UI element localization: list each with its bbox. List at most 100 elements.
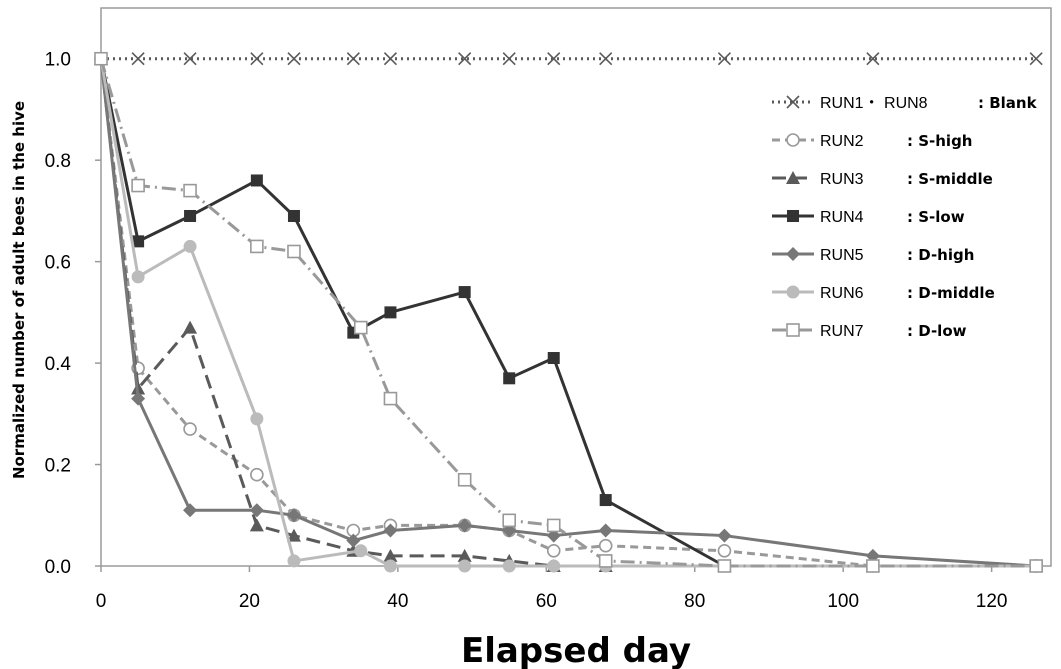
data-point-x (502, 52, 516, 66)
y-tick-label: 1.0 (45, 50, 71, 71)
series-line (99, 58, 1037, 568)
data-point-circle (458, 559, 472, 573)
legend-item: RUN2: S-high (772, 132, 973, 150)
data-point-open-square (183, 183, 197, 198)
data-point-open-circle (598, 538, 613, 553)
data-point-square (787, 210, 799, 222)
data-point-diamond (249, 503, 264, 518)
data-point-triangle (183, 320, 198, 334)
data-point-open-circle (250, 467, 264, 482)
legend-condition: : S-middle (907, 170, 993, 188)
data-point-x-stroke (1029, 52, 1043, 66)
legend-series-name: RUN5 (820, 247, 864, 264)
legend-item: RUN6 : D-middle (772, 284, 995, 302)
data-point-x-stroke (183, 52, 197, 66)
data-point-x (250, 52, 264, 66)
legend-condition: : D-low (907, 322, 967, 340)
x-axis-label: Elapsed day (461, 631, 691, 669)
legend-series-name: RUN7 (820, 323, 864, 340)
x-tick-label: 20 (239, 591, 260, 612)
data-point-diamond (786, 247, 800, 261)
data-point-open-square (866, 559, 880, 573)
data-point-open-square (546, 518, 561, 533)
data-point-open-square (598, 554, 613, 568)
legend-series-name: RUN6 (820, 285, 864, 302)
x-tick-label: 0 (96, 591, 107, 612)
x-tick-label: 60 (536, 591, 557, 612)
data-point-x (786, 95, 800, 109)
legend-item: RUN4 : S-low (772, 208, 965, 226)
data-point-open-square (287, 244, 301, 259)
legend-condition: : Blank (978, 94, 1038, 112)
data-point-square (503, 372, 516, 385)
y-tick-label: 0.2 (45, 456, 71, 477)
data-point-circle (250, 412, 264, 426)
data-point-x-stroke (458, 52, 472, 66)
y-axis-label: Normalized number of adult bees in the h… (10, 101, 28, 479)
data-point-open-square (353, 320, 368, 335)
legend-condition: : D-high (907, 246, 974, 264)
data-point-open-square (131, 178, 145, 193)
data-point-open-square (383, 391, 398, 406)
data-point-square (458, 286, 471, 299)
data-point-diamond (346, 533, 361, 548)
data-point-diamond (183, 503, 198, 518)
legend-condition: : S-low (907, 208, 965, 226)
data-point-circle (287, 554, 301, 568)
legend-series-name: RUN4 (820, 209, 864, 226)
data-point-x (717, 52, 732, 66)
data-point-square (599, 494, 612, 507)
data-point-open-square (250, 239, 264, 254)
data-point-x-stroke (502, 52, 516, 66)
data-point-x-stroke (346, 52, 360, 66)
series-line (99, 58, 726, 568)
legend: RUN1・ RUN8 : Blank RUN2: S-high RUN3 : S-mid… (772, 94, 1038, 340)
data-point-x-stroke (250, 52, 264, 66)
legend-series-name: RUN2 (820, 133, 864, 150)
y-tick-label: 0.4 (45, 354, 72, 375)
series-4 (95, 52, 731, 572)
series-1 (94, 52, 1043, 66)
series-line (99, 58, 1037, 568)
y-tick-label: 0.8 (45, 151, 71, 172)
data-point-circle (183, 239, 197, 253)
data-point-x-stroke (786, 95, 800, 109)
data-point-x-stroke (547, 52, 561, 66)
data-point-circle (354, 544, 368, 558)
x-tick-label: 80 (684, 591, 705, 612)
series-6 (94, 52, 1043, 573)
data-point-triangle (457, 548, 472, 562)
data-point-x-stroke (599, 52, 613, 66)
data-point-circle (383, 559, 397, 573)
series-2 (94, 51, 1043, 573)
data-point-x (131, 52, 145, 66)
data-point-open-circle (786, 133, 800, 147)
data-point-open-circle (717, 543, 732, 558)
data-point-square (250, 174, 263, 187)
legend-series-name: RUN1・ RUN8 (820, 95, 928, 112)
data-point-x (383, 52, 398, 66)
legend-item: RUN7 : D-low (772, 322, 967, 340)
data-point-circle (131, 270, 145, 284)
legend-series-name: RUN3 (820, 171, 864, 188)
data-point-x-stroke (287, 52, 301, 66)
data-point-open-square (786, 323, 800, 337)
series-layer (94, 51, 1044, 573)
data-point-square (132, 235, 145, 248)
data-point-triangle (383, 548, 398, 562)
data-point-x (183, 52, 197, 66)
series-line (99, 58, 1037, 568)
series-line (99, 58, 1037, 568)
data-point-x (458, 52, 472, 66)
data-point-open-square (717, 559, 732, 573)
data-point-x (547, 52, 561, 66)
legend-condition: : D-middle (907, 284, 995, 302)
data-point-diamond (286, 508, 301, 523)
data-point-square (184, 209, 197, 222)
axes: 0 20 40 60 80 100 120 0.0 0.2 0.4 0.6 0.8 1.0 (45, 50, 1008, 612)
y-tick-label: 0.6 (45, 253, 71, 274)
data-point-x (866, 52, 880, 66)
data-point-circle (502, 559, 516, 573)
data-point-diamond (717, 528, 732, 543)
data-point-x (1029, 52, 1043, 66)
